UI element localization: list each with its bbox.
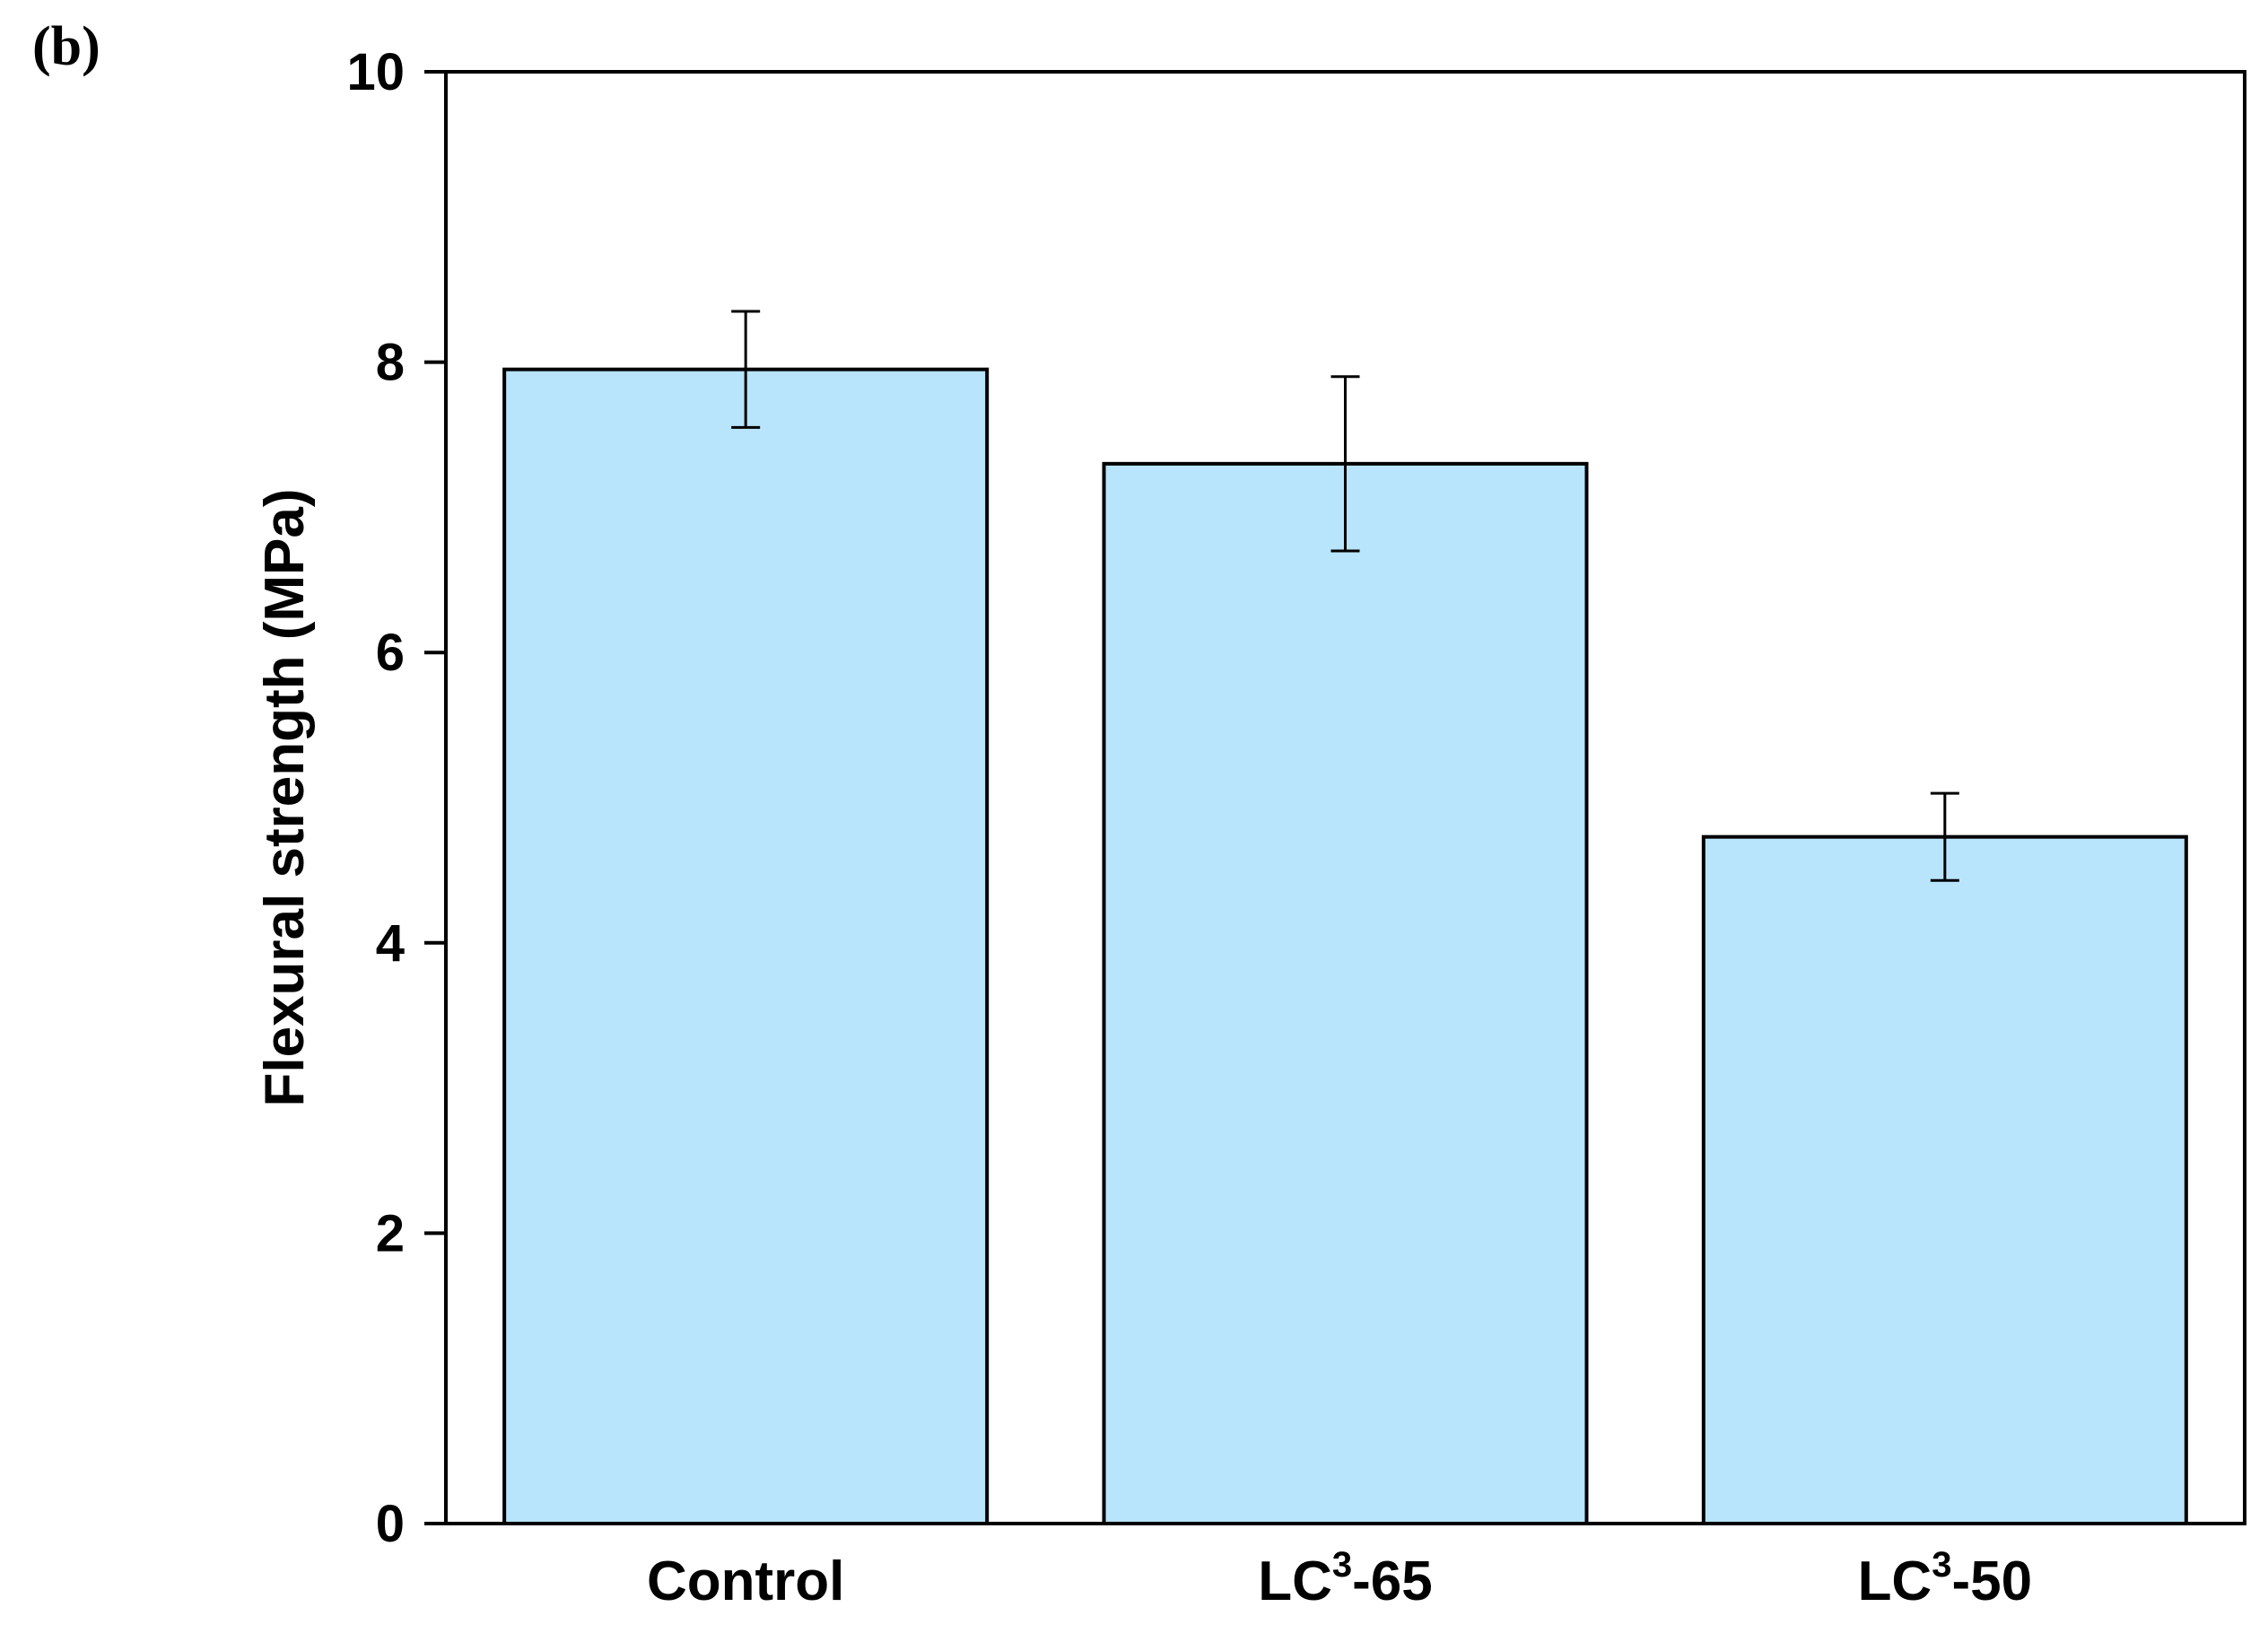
x-axis: Control LC3-65 LC3-50 <box>647 1545 2032 1612</box>
y-tick-label-6: 6 <box>376 624 405 682</box>
bar-1 <box>1102 461 1589 1525</box>
y-tick-label-8: 8 <box>376 334 405 392</box>
x-tick-label-2: LC3-50 <box>1858 1545 2033 1612</box>
error-bars-layer <box>731 310 1959 882</box>
y-axis-title: Flexural strength (MPa) <box>254 489 316 1107</box>
panel-label: (b) <box>32 16 100 77</box>
x-tick-label-0: Control <box>647 1550 844 1612</box>
x-tick-label-1: LC3-65 <box>1258 1545 1433 1612</box>
plot-frame <box>444 70 2246 1525</box>
y-tick-label-2: 2 <box>376 1204 405 1262</box>
y-axis: 0 2 4 6 8 10 <box>346 43 446 1553</box>
y-tick-label-0: 0 <box>376 1495 405 1553</box>
bar-0 <box>502 367 990 1526</box>
y-tick-label-4: 4 <box>376 914 405 973</box>
y-tick-label-10: 10 <box>346 43 405 101</box>
bar-2 <box>1701 834 2188 1525</box>
